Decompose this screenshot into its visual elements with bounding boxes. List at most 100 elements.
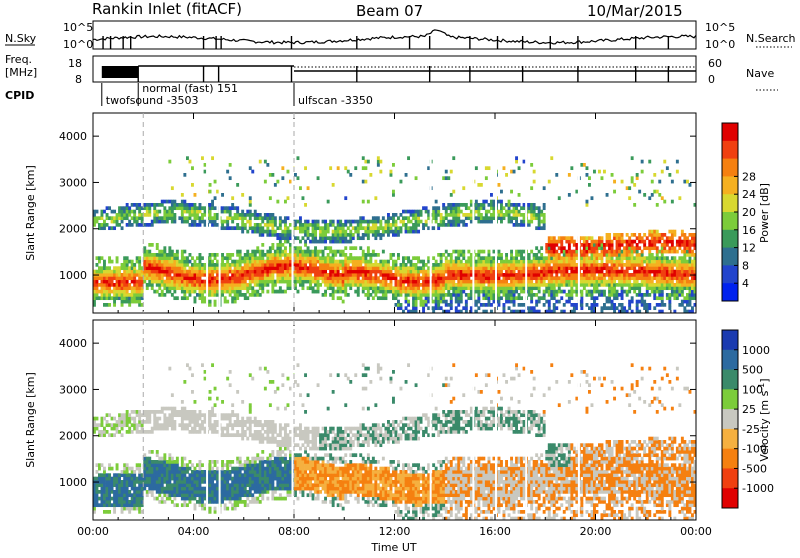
power-cell	[284, 270, 287, 274]
power-cell	[377, 163, 380, 167]
power-cell	[374, 293, 377, 297]
power-cell	[297, 256, 300, 260]
power-cell	[533, 293, 536, 297]
power-cell	[289, 180, 292, 184]
power-cell	[337, 290, 340, 294]
power-cell	[379, 263, 382, 267]
power-cell	[543, 296, 546, 300]
power-cell	[651, 283, 654, 287]
power-cell	[540, 226, 543, 230]
power-cell	[153, 253, 156, 257]
power-cell	[287, 226, 290, 230]
velocity-cell	[123, 477, 126, 481]
power-cell	[395, 276, 398, 280]
power-cell	[545, 283, 548, 287]
power-cell	[553, 306, 556, 310]
power-cell	[480, 206, 483, 210]
power-cell	[211, 283, 214, 287]
power-cell	[374, 233, 377, 237]
power-cell	[435, 283, 438, 287]
power-cell	[558, 276, 561, 280]
power-cell	[586, 293, 589, 297]
power-cell	[395, 226, 398, 230]
power-cell	[535, 286, 538, 290]
power-cell	[462, 223, 465, 227]
power-cell	[337, 230, 340, 234]
power-cell	[593, 280, 596, 284]
velocity-cell	[138, 487, 141, 491]
power-cell	[387, 270, 390, 274]
power-cell	[183, 290, 186, 294]
velocity-cell	[138, 413, 141, 417]
power-cell	[224, 220, 227, 224]
power-cell	[540, 283, 543, 287]
power-cell	[339, 230, 342, 234]
power-cell	[661, 246, 664, 250]
velocity-cell	[113, 417, 116, 421]
power-cell	[372, 276, 375, 280]
power-cell	[344, 223, 347, 227]
power-cell	[683, 180, 686, 184]
power-cell	[689, 303, 692, 307]
power-cell	[558, 280, 561, 284]
power-cell	[455, 213, 458, 217]
power-cell	[221, 290, 224, 294]
power-cell	[560, 290, 563, 294]
power-cell	[297, 270, 300, 274]
power-cell	[611, 173, 614, 177]
power-cell	[302, 223, 305, 227]
power-cell	[214, 266, 217, 270]
power-cell	[653, 190, 656, 194]
power-cell	[281, 290, 284, 294]
power-cell	[485, 260, 488, 264]
power-cell	[643, 246, 646, 250]
power-cell	[686, 293, 689, 297]
power-cell	[151, 276, 154, 280]
power-cell	[465, 270, 468, 274]
power-cell	[168, 283, 171, 287]
power-cell	[658, 296, 661, 300]
power-cell	[249, 226, 252, 230]
power-cell	[214, 220, 217, 224]
velocity-cell	[96, 503, 99, 507]
power-cell	[653, 283, 656, 287]
power-cell	[460, 270, 463, 274]
power-cell	[299, 273, 302, 277]
power-cell	[477, 183, 480, 187]
power-cell	[136, 203, 139, 207]
power-cell	[359, 266, 362, 270]
power-cell	[515, 203, 518, 207]
power-cell	[183, 220, 186, 224]
power-cell	[106, 290, 109, 294]
power-cell	[583, 276, 586, 280]
power-cell	[281, 253, 284, 257]
power-cell	[239, 280, 242, 284]
power-cell	[485, 200, 488, 204]
power-cell	[671, 293, 674, 297]
power-cell	[229, 266, 232, 270]
power-cell	[153, 203, 156, 207]
power-cell	[201, 273, 204, 277]
power-cell	[108, 260, 111, 264]
power-cell	[611, 303, 614, 307]
nsky-trace	[93, 30, 696, 49]
power-cell	[553, 240, 556, 244]
power-cell	[593, 250, 596, 254]
power-cell	[621, 293, 624, 297]
power-cell	[445, 250, 448, 254]
power-cell	[209, 280, 212, 284]
power-cell	[186, 256, 189, 260]
power-cell	[181, 283, 184, 287]
power-cell	[565, 240, 568, 244]
power-cell	[533, 206, 536, 210]
power-cell	[533, 270, 536, 274]
power-cell	[279, 233, 282, 237]
power-cell	[508, 270, 511, 274]
power-cell	[126, 276, 129, 280]
power-cell	[302, 253, 305, 257]
power-cell	[231, 253, 234, 257]
power-cell	[284, 226, 287, 230]
power-cell	[241, 273, 244, 277]
power-cell	[138, 286, 141, 290]
power-cell	[214, 253, 217, 257]
